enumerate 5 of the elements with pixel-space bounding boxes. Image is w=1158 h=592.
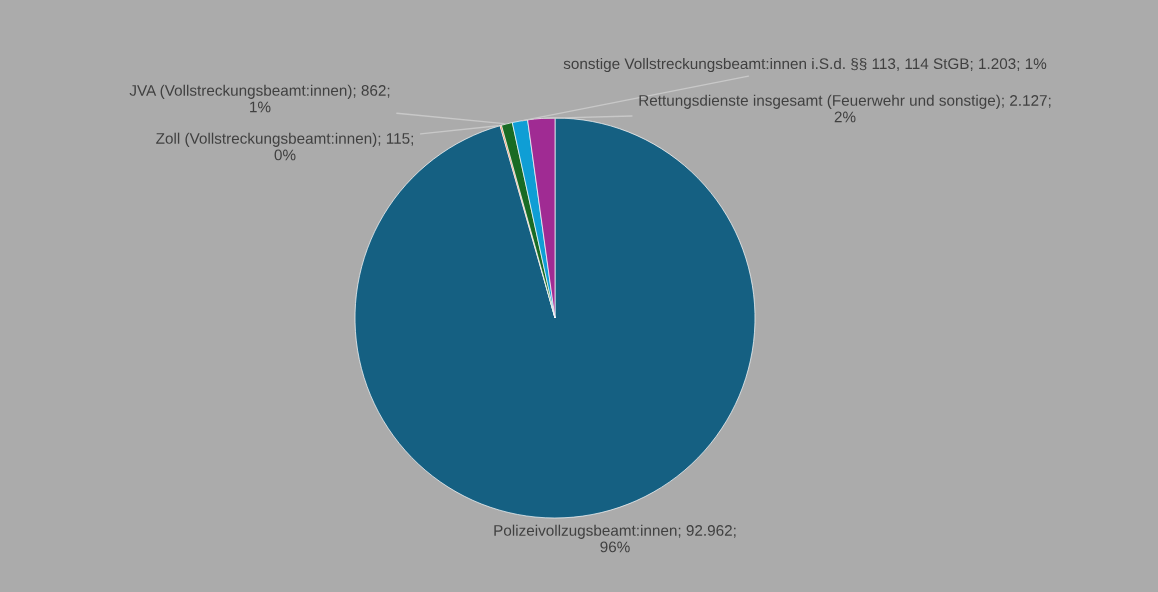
slice-label: sonstige Vollstreckungsbeamt:innen i.S.d. §§ 113, 114 StGB; 1.203; 1% <box>563 57 1047 73</box>
slice-label: Polizeivollzugsbeamt:innen; 92.962; 96% <box>494 524 736 553</box>
slice-label: Rettungsdienste insgesamt (Feuerwehr und sonstige); 2.127; 2% <box>639 94 1051 123</box>
slice-label: Zoll (Vollstreckungsbeamt:innen); 115; 0% <box>156 132 413 161</box>
slice-label: JVA (Vollstreckungsbeamt:innen); 862; 1% <box>129 84 390 113</box>
